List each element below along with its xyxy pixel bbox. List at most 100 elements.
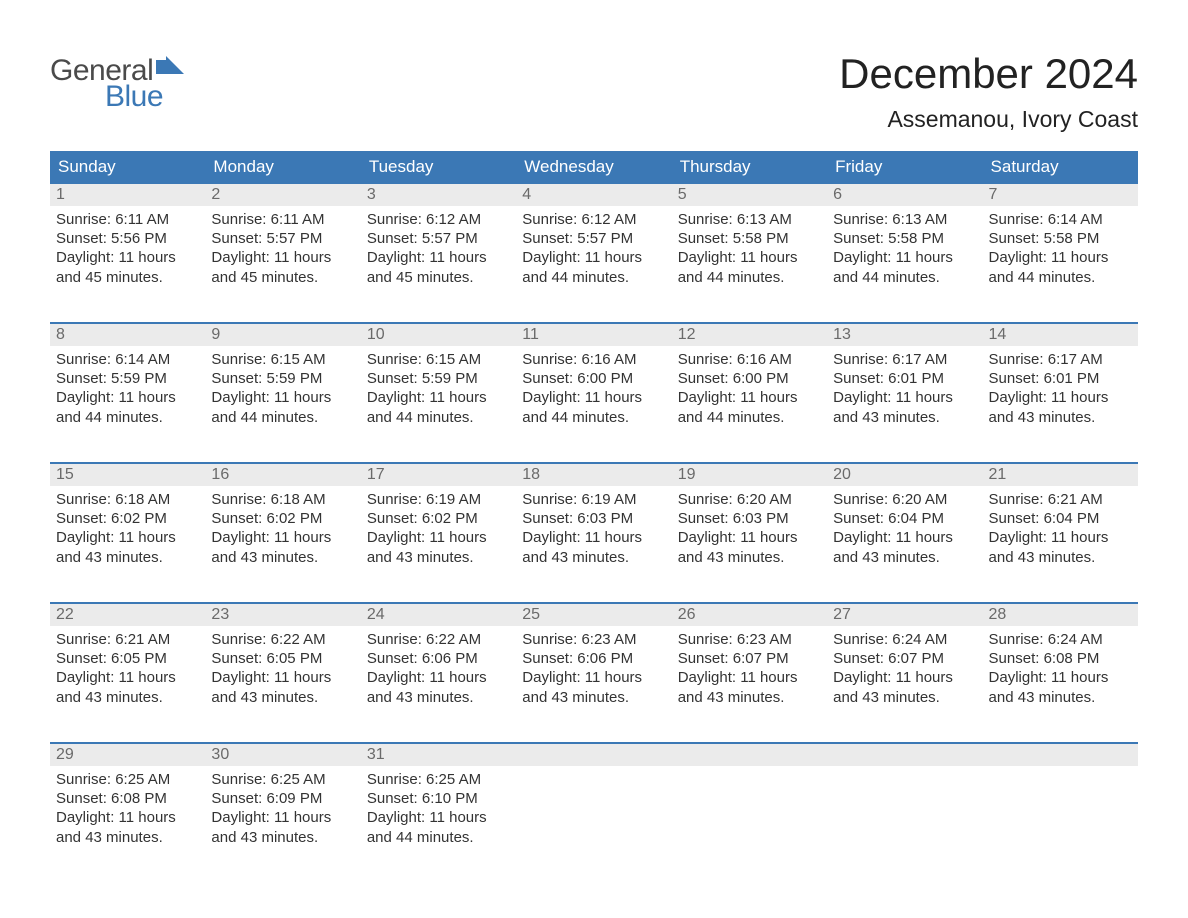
day-cell-28: 28Sunrise: 6:24 AMSunset: 6:08 PMDayligh… [983, 604, 1138, 726]
sunset-line: Sunset: 6:03 PM [678, 509, 821, 528]
day-body: Sunrise: 6:13 AMSunset: 5:58 PMDaylight:… [672, 206, 827, 293]
date-number [983, 744, 1138, 766]
day-cell-23: 23Sunrise: 6:22 AMSunset: 6:05 PMDayligh… [205, 604, 360, 726]
sunset-line: Sunset: 5:56 PM [56, 229, 199, 248]
day-body: Sunrise: 6:19 AMSunset: 6:02 PMDaylight:… [361, 486, 516, 573]
date-number: 29 [50, 744, 205, 766]
day-cell-empty [827, 744, 982, 866]
date-number: 21 [983, 464, 1138, 486]
daylight-line: Daylight: 11 hours and 45 minutes. [211, 248, 354, 286]
day-header-sunday: Sunday [50, 151, 205, 184]
day-body: Sunrise: 6:21 AMSunset: 6:04 PMDaylight:… [983, 486, 1138, 573]
daylight-line: Daylight: 11 hours and 44 minutes. [833, 248, 976, 286]
sunset-line: Sunset: 6:08 PM [56, 789, 199, 808]
daylight-line: Daylight: 11 hours and 43 minutes. [56, 668, 199, 706]
sunset-line: Sunset: 5:57 PM [367, 229, 510, 248]
sunrise-line: Sunrise: 6:13 AM [678, 210, 821, 229]
date-number: 25 [516, 604, 671, 626]
logo-text-bottom: Blue [50, 82, 184, 112]
day-cell-20: 20Sunrise: 6:20 AMSunset: 6:04 PMDayligh… [827, 464, 982, 586]
date-number: 11 [516, 324, 671, 346]
date-number: 31 [361, 744, 516, 766]
sunset-line: Sunset: 6:04 PM [989, 509, 1132, 528]
day-cell-18: 18Sunrise: 6:19 AMSunset: 6:03 PMDayligh… [516, 464, 671, 586]
day-cell-26: 26Sunrise: 6:23 AMSunset: 6:07 PMDayligh… [672, 604, 827, 726]
sunrise-line: Sunrise: 6:20 AM [833, 490, 976, 509]
sunrise-line: Sunrise: 6:14 AM [56, 350, 199, 369]
sunrise-line: Sunrise: 6:16 AM [522, 350, 665, 369]
sunrise-line: Sunrise: 6:25 AM [211, 770, 354, 789]
day-body: Sunrise: 6:17 AMSunset: 6:01 PMDaylight:… [983, 346, 1138, 433]
day-cell-13: 13Sunrise: 6:17 AMSunset: 6:01 PMDayligh… [827, 324, 982, 446]
flag-icon [156, 50, 184, 80]
sunrise-line: Sunrise: 6:11 AM [56, 210, 199, 229]
date-number: 4 [516, 184, 671, 206]
week-row: 29Sunrise: 6:25 AMSunset: 6:08 PMDayligh… [50, 742, 1138, 866]
sunset-line: Sunset: 5:59 PM [211, 369, 354, 388]
sunset-line: Sunset: 5:58 PM [678, 229, 821, 248]
day-body: Sunrise: 6:15 AMSunset: 5:59 PMDaylight:… [205, 346, 360, 433]
sunset-line: Sunset: 6:03 PM [522, 509, 665, 528]
day-body: Sunrise: 6:25 AMSunset: 6:09 PMDaylight:… [205, 766, 360, 853]
day-cell-25: 25Sunrise: 6:23 AMSunset: 6:06 PMDayligh… [516, 604, 671, 726]
week-row: 15Sunrise: 6:18 AMSunset: 6:02 PMDayligh… [50, 462, 1138, 586]
day-header-monday: Monday [205, 151, 360, 184]
sunset-line: Sunset: 6:01 PM [989, 369, 1132, 388]
sunrise-line: Sunrise: 6:24 AM [833, 630, 976, 649]
daylight-line: Daylight: 11 hours and 44 minutes. [367, 388, 510, 426]
daylight-line: Daylight: 11 hours and 43 minutes. [522, 668, 665, 706]
date-number: 15 [50, 464, 205, 486]
sunrise-line: Sunrise: 6:23 AM [522, 630, 665, 649]
daylight-line: Daylight: 11 hours and 44 minutes. [522, 388, 665, 426]
daylight-line: Daylight: 11 hours and 43 minutes. [211, 528, 354, 566]
day-body: Sunrise: 6:25 AMSunset: 6:08 PMDaylight:… [50, 766, 205, 853]
daylight-line: Daylight: 11 hours and 43 minutes. [522, 528, 665, 566]
day-body: Sunrise: 6:19 AMSunset: 6:03 PMDaylight:… [516, 486, 671, 573]
daylight-line: Daylight: 11 hours and 43 minutes. [833, 668, 976, 706]
week-row: 8Sunrise: 6:14 AMSunset: 5:59 PMDaylight… [50, 322, 1138, 446]
day-body: Sunrise: 6:22 AMSunset: 6:05 PMDaylight:… [205, 626, 360, 713]
sunset-line: Sunset: 6:04 PM [833, 509, 976, 528]
day-cell-11: 11Sunrise: 6:16 AMSunset: 6:00 PMDayligh… [516, 324, 671, 446]
sunset-line: Sunset: 6:08 PM [989, 649, 1132, 668]
day-body: Sunrise: 6:13 AMSunset: 5:58 PMDaylight:… [827, 206, 982, 293]
day-body: Sunrise: 6:22 AMSunset: 6:06 PMDaylight:… [361, 626, 516, 713]
day-cell-7: 7Sunrise: 6:14 AMSunset: 5:58 PMDaylight… [983, 184, 1138, 306]
date-number: 24 [361, 604, 516, 626]
date-number: 23 [205, 604, 360, 626]
day-cell-29: 29Sunrise: 6:25 AMSunset: 6:08 PMDayligh… [50, 744, 205, 866]
daylight-line: Daylight: 11 hours and 44 minutes. [989, 248, 1132, 286]
sunrise-line: Sunrise: 6:11 AM [211, 210, 354, 229]
day-cell-empty [672, 744, 827, 866]
sunset-line: Sunset: 6:07 PM [833, 649, 976, 668]
day-body: Sunrise: 6:16 AMSunset: 6:00 PMDaylight:… [516, 346, 671, 433]
date-number: 27 [827, 604, 982, 626]
day-cell-14: 14Sunrise: 6:17 AMSunset: 6:01 PMDayligh… [983, 324, 1138, 446]
sunset-line: Sunset: 6:02 PM [56, 509, 199, 528]
day-cell-22: 22Sunrise: 6:21 AMSunset: 6:05 PMDayligh… [50, 604, 205, 726]
daylight-line: Daylight: 11 hours and 44 minutes. [522, 248, 665, 286]
day-header-friday: Friday [827, 151, 982, 184]
calendar: SundayMondayTuesdayWednesdayThursdayFrid… [50, 151, 1138, 866]
week-spacer [50, 306, 1138, 322]
daylight-line: Daylight: 11 hours and 43 minutes. [833, 528, 976, 566]
week-spacer [50, 446, 1138, 462]
sunset-line: Sunset: 5:59 PM [367, 369, 510, 388]
date-number: 18 [516, 464, 671, 486]
daylight-line: Daylight: 11 hours and 44 minutes. [367, 808, 510, 846]
sunset-line: Sunset: 5:57 PM [522, 229, 665, 248]
day-body: Sunrise: 6:24 AMSunset: 6:07 PMDaylight:… [827, 626, 982, 713]
daylight-line: Daylight: 11 hours and 43 minutes. [56, 808, 199, 846]
day-cell-empty [516, 744, 671, 866]
day-cell-31: 31Sunrise: 6:25 AMSunset: 6:10 PMDayligh… [361, 744, 516, 866]
sunrise-line: Sunrise: 6:16 AM [678, 350, 821, 369]
day-cell-4: 4Sunrise: 6:12 AMSunset: 5:57 PMDaylight… [516, 184, 671, 306]
date-number: 7 [983, 184, 1138, 206]
daylight-line: Daylight: 11 hours and 43 minutes. [678, 668, 821, 706]
sunrise-line: Sunrise: 6:21 AM [56, 630, 199, 649]
day-body: Sunrise: 6:14 AMSunset: 5:59 PMDaylight:… [50, 346, 205, 433]
day-body: Sunrise: 6:17 AMSunset: 6:01 PMDaylight:… [827, 346, 982, 433]
day-cell-24: 24Sunrise: 6:22 AMSunset: 6:06 PMDayligh… [361, 604, 516, 726]
day-header-saturday: Saturday [983, 151, 1138, 184]
day-body: Sunrise: 6:12 AMSunset: 5:57 PMDaylight:… [361, 206, 516, 293]
